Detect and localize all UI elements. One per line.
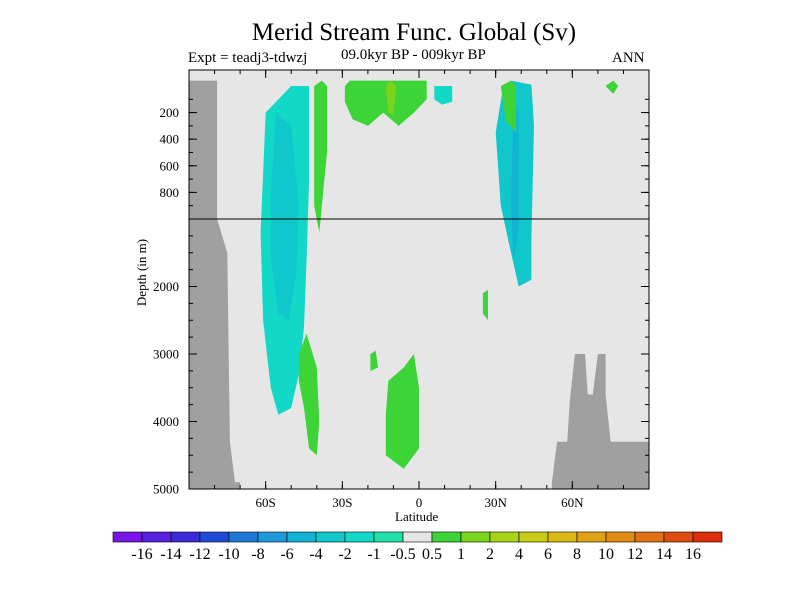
- colorbar-swatch: [431, 531, 462, 543]
- colorbar-label: -2: [338, 546, 351, 563]
- colorbar-swatch: [199, 531, 230, 543]
- y-tick-label: 600: [160, 158, 180, 173]
- colorbar-label: 10: [598, 546, 614, 563]
- x-tick-label: 30N: [484, 495, 507, 510]
- colorbar-swatch: [112, 531, 143, 543]
- plot-regions: [189, 80, 649, 489]
- colorbar-label: -12: [189, 546, 210, 563]
- colorbar-label: 8: [573, 546, 581, 563]
- colorbar-swatch: [663, 531, 694, 543]
- region-tropical-surface-negative: [434, 86, 453, 105]
- land-antarctica: [189, 80, 241, 489]
- colorbar-swatch: [692, 531, 723, 543]
- colorbar-label: 16: [685, 546, 701, 563]
- x-axis-label: Latitude: [395, 509, 439, 524]
- colorbar-swatch: [170, 531, 201, 543]
- x-tick-label: 60N: [561, 495, 584, 510]
- colorbar-label: 14: [656, 546, 672, 563]
- colorbar-label: 6: [544, 546, 552, 563]
- y-tick-label: 400: [160, 132, 180, 147]
- y-tick-label: 2000: [153, 279, 179, 294]
- x-tick-label: 0: [416, 495, 423, 510]
- colorbar-swatch: [373, 531, 404, 543]
- colorbar-label: -4: [309, 546, 322, 563]
- y-tick-label: 5000: [153, 482, 179, 497]
- colorbar-label: -14: [160, 546, 181, 563]
- colorbar-label: 0.5: [422, 546, 442, 563]
- colorbar-label: 4: [515, 546, 523, 563]
- colorbar-label: -1: [367, 546, 380, 563]
- chart-title: Merid Stream Func. Global (Sv): [251, 19, 577, 46]
- region-southern-upper-positive: [314, 80, 327, 233]
- colorbar-swatch: [315, 531, 346, 543]
- colorbar-label: 2: [486, 546, 494, 563]
- colorbar-swatch: [141, 531, 172, 543]
- period-label: 09.0kyr BP - 009kyr BP: [341, 47, 486, 63]
- season-label: ANN: [612, 50, 645, 66]
- colorbar-swatch: [576, 531, 607, 543]
- region-tropical-surface-core: [385, 80, 396, 116]
- experiment-label: Expt = teadj3-tdwzj: [188, 50, 308, 66]
- colorbar-swatch: [518, 531, 549, 543]
- colorbar-label: -10: [218, 546, 239, 563]
- y-tick-label: 3000: [153, 347, 179, 362]
- colorbar: -16 -14 -12 -10 -8 -6 -4 -2 -1 -0.5 0.5 1 2 4 6 8 10 12 14…: [112, 531, 723, 563]
- colorbar-swatch: [547, 531, 578, 543]
- colorbar-swatch: [605, 531, 636, 543]
- x-tick-label: 30S: [332, 495, 352, 510]
- colorbar-label: -0.5: [390, 546, 415, 563]
- colorbar-swatch: [402, 531, 433, 543]
- colorbar-label: -16: [131, 546, 152, 563]
- colorbar-label: -8: [251, 546, 264, 563]
- colorbar-label: 1: [457, 546, 465, 563]
- colorbar-swatch: [460, 531, 491, 543]
- region-small-positive-30n: [482, 289, 488, 321]
- colorbar-swatch: [257, 531, 288, 543]
- region-tropical-surface-positive: [344, 80, 427, 126]
- y-tick-label: 200: [160, 105, 180, 120]
- colorbar-swatch: [228, 531, 259, 543]
- colorbar-swatch: [489, 531, 520, 543]
- colorbar-label: -6: [280, 546, 293, 563]
- land-arctic-shelf: [551, 354, 649, 489]
- colorbar-label: 12: [627, 546, 643, 563]
- colorbar-swatch: [634, 531, 665, 543]
- colorbar-swatch: [344, 531, 375, 543]
- y-tick-label: 4000: [153, 414, 179, 429]
- region-southern-cell-core: [270, 112, 299, 321]
- region-southern-deep-positive: [298, 333, 320, 456]
- y-tick-label: 800: [160, 185, 180, 200]
- region-small-positive-20s: [370, 350, 379, 371]
- region-deep-positive-equator: [385, 354, 419, 469]
- region-north-upper-positive: [500, 80, 517, 133]
- colorbar-swatch: [286, 531, 317, 543]
- x-tick-label: 60S: [256, 495, 276, 510]
- region-arctic-positive: [605, 80, 619, 94]
